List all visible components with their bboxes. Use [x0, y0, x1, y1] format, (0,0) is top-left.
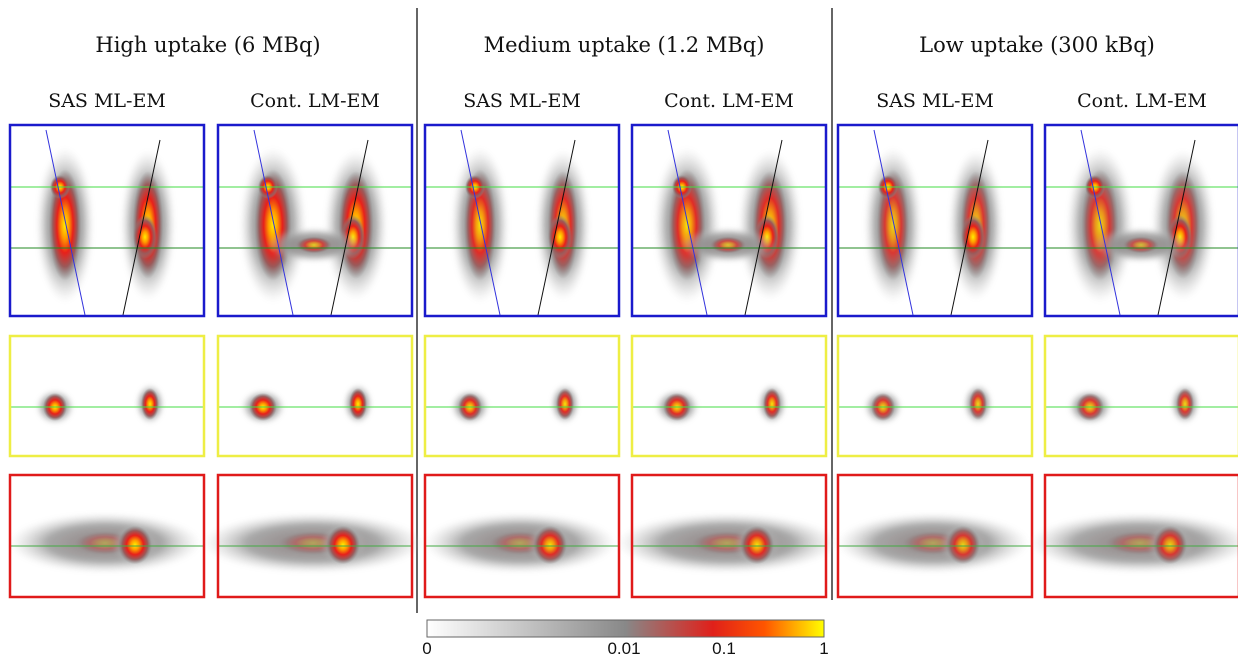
- hot-spot: [969, 388, 987, 420]
- column-label: SAS ML-EM: [463, 90, 581, 112]
- panel: [836, 123, 1034, 318]
- axis-line: [122, 139, 161, 316]
- panel: [423, 123, 621, 318]
- panel: [8, 473, 206, 599]
- hot-spot: [710, 236, 746, 254]
- panel-frame: [630, 334, 828, 458]
- hot-spot: [1123, 236, 1159, 254]
- hot-spot: [740, 525, 774, 565]
- group-title: High uptake (6 MBq): [95, 33, 320, 57]
- column-label: Cont. LM-EM: [664, 90, 794, 112]
- colorbar-label: 0.01: [607, 639, 640, 656]
- colorbar-label: 0.1: [712, 639, 736, 656]
- axis-line: [253, 129, 294, 316]
- panel-frame: [423, 473, 621, 599]
- column-label: SAS ML-EM: [876, 90, 994, 112]
- panel: [1043, 334, 1238, 458]
- panel: [1043, 123, 1238, 318]
- group-title: Low uptake (300 kBq): [919, 33, 1155, 57]
- axis-line: [460, 129, 501, 316]
- axis-line: [667, 129, 708, 316]
- panel-frame: [8, 473, 206, 599]
- panel-frame: [1043, 473, 1238, 599]
- panel-frame: [8, 123, 206, 318]
- colorbar: [426, 619, 825, 638]
- axis-line: [537, 139, 576, 316]
- axis-line: [873, 129, 914, 316]
- axis-line: [950, 139, 989, 316]
- hot-spot: [326, 525, 360, 565]
- column-label: SAS ML-EM: [48, 90, 166, 112]
- panel-frame: [836, 473, 1034, 599]
- axis-line: [1157, 139, 1196, 316]
- panel-frame: [630, 123, 828, 318]
- column-label: Cont. LM-EM: [1077, 90, 1207, 112]
- hot-spot: [349, 388, 367, 420]
- panel-frame: [216, 473, 414, 599]
- panel: [836, 473, 1034, 599]
- panel: [8, 334, 206, 458]
- hot-spot: [946, 525, 980, 565]
- panel-frame: [423, 334, 621, 458]
- panel: [216, 123, 414, 318]
- colorbar-label: 0: [422, 639, 431, 656]
- panel: [423, 334, 621, 458]
- column-label: Cont. LM-EM: [250, 90, 380, 112]
- panel-frame: [836, 123, 1034, 318]
- hot-spot: [118, 525, 152, 565]
- hot-spot: [556, 388, 574, 420]
- axis-line: [45, 129, 86, 316]
- panel-frame: [423, 123, 621, 318]
- panel-frame: [8, 334, 206, 458]
- hot-spot: [763, 388, 781, 420]
- panel: [8, 123, 206, 318]
- hot-spot: [533, 525, 567, 565]
- panel-frame: [216, 123, 414, 318]
- hot-spot: [1176, 388, 1194, 420]
- panel: [216, 334, 414, 458]
- panel: [1029, 473, 1238, 599]
- axis-line: [1080, 129, 1121, 316]
- panel-frame: [1043, 334, 1238, 458]
- hot-spot: [1153, 525, 1187, 565]
- axis-line: [744, 139, 783, 316]
- panel: [630, 123, 828, 318]
- axis-line: [330, 139, 369, 316]
- panel-frame: [836, 334, 1034, 458]
- panel-frame: [216, 334, 414, 458]
- panel-frame: [1043, 123, 1238, 318]
- panel: [616, 473, 838, 599]
- panel: [202, 473, 424, 599]
- colorbar-label: 1: [819, 639, 828, 656]
- panel: [836, 334, 1034, 458]
- hot-spot: [296, 236, 332, 254]
- panel-frame: [630, 473, 828, 599]
- group-title: Medium uptake (1.2 MBq): [484, 33, 765, 57]
- panel: [423, 473, 621, 599]
- panel: [630, 334, 828, 458]
- hot-spot: [141, 388, 159, 420]
